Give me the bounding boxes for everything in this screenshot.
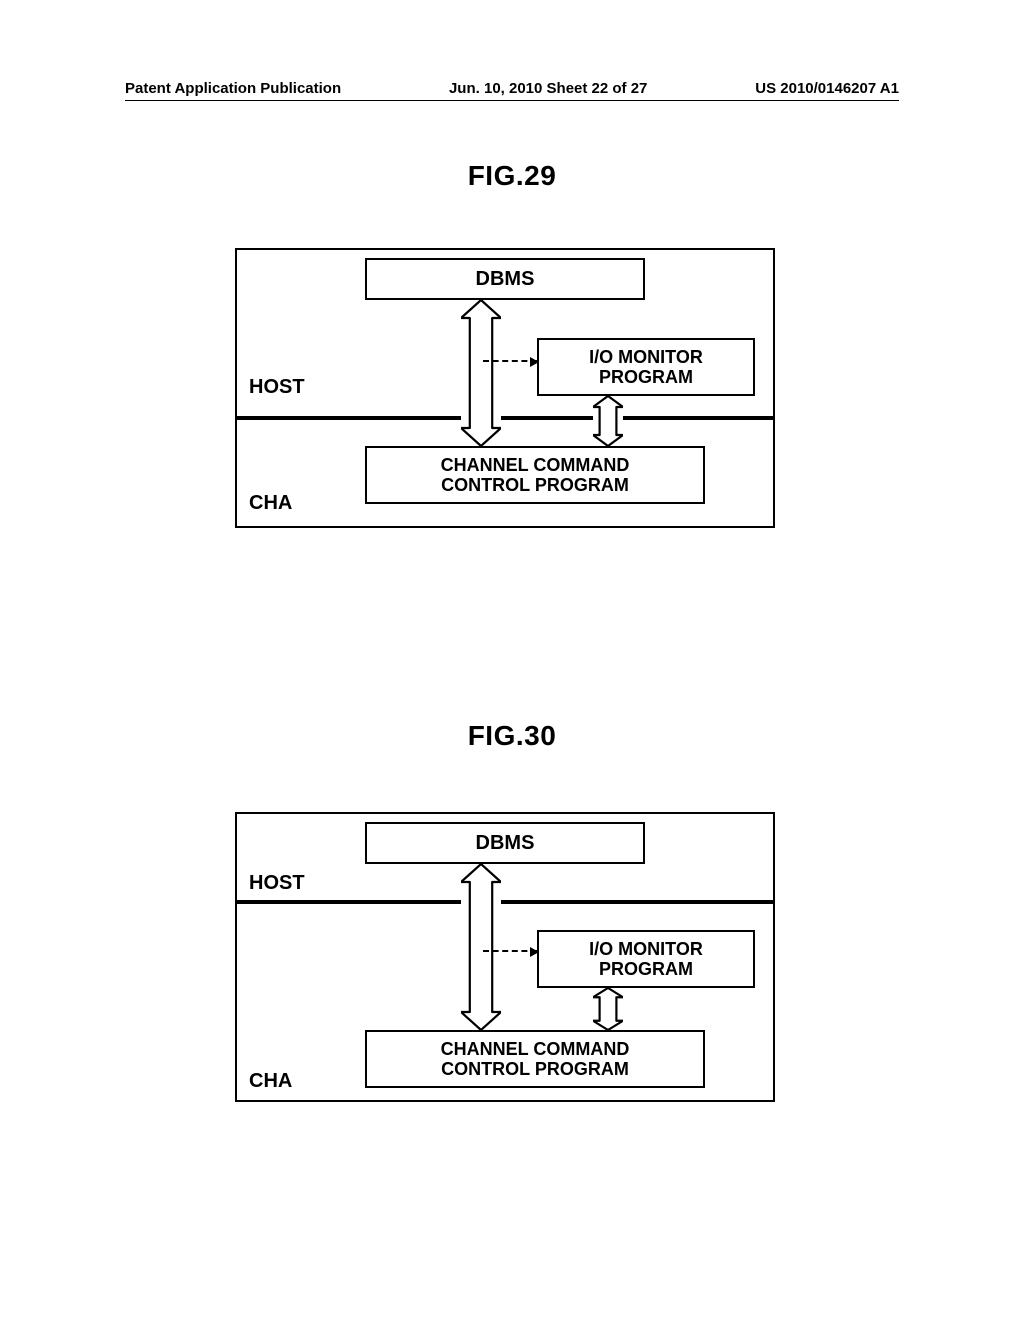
fig30-dashed-arrow [483,950,537,952]
fig30-title: FIG.30 [0,720,1024,752]
fig29-cha-label: CHA [249,492,292,515]
fig29-dbms-box: DBMS [365,258,645,300]
fig30-diagram: DBMS I/O MONITOR PROGRAM CHANNEL COMMAND… [235,812,775,1112]
page: Patent Application Publication Jun. 10, … [0,0,1024,1320]
fig29-io-arrow [593,396,623,446]
fig29-dashed-arrow [483,360,537,362]
fig30-io-arrow [593,988,623,1030]
fig30-io-box: I/O MONITOR PROGRAM [537,930,755,988]
fig30-cha-label: CHA [249,1070,292,1093]
page-header: Patent Application Publication Jun. 10, … [125,80,899,101]
fig29-diagram: DBMS I/O MONITOR PROGRAM CHANNEL COMMAND… [235,248,775,548]
header-right: US 2010/0146207 A1 [755,80,899,97]
fig29-main-arrow [461,300,501,446]
fig29-io-box: I/O MONITOR PROGRAM [537,338,755,396]
fig30-ccc-box: CHANNEL COMMAND CONTROL PROGRAM [365,1030,705,1088]
fig30-main-arrow [461,864,501,1030]
fig30-dbms-box: DBMS [365,822,645,864]
fig29-title: FIG.29 [0,160,1024,192]
header-left: Patent Application Publication [125,80,341,97]
fig29-host-label: HOST [249,376,305,399]
fig29-ccc-box: CHANNEL COMMAND CONTROL PROGRAM [365,446,705,504]
header-center: Jun. 10, 2010 Sheet 22 of 27 [449,80,647,97]
fig30-host-label: HOST [249,872,305,895]
